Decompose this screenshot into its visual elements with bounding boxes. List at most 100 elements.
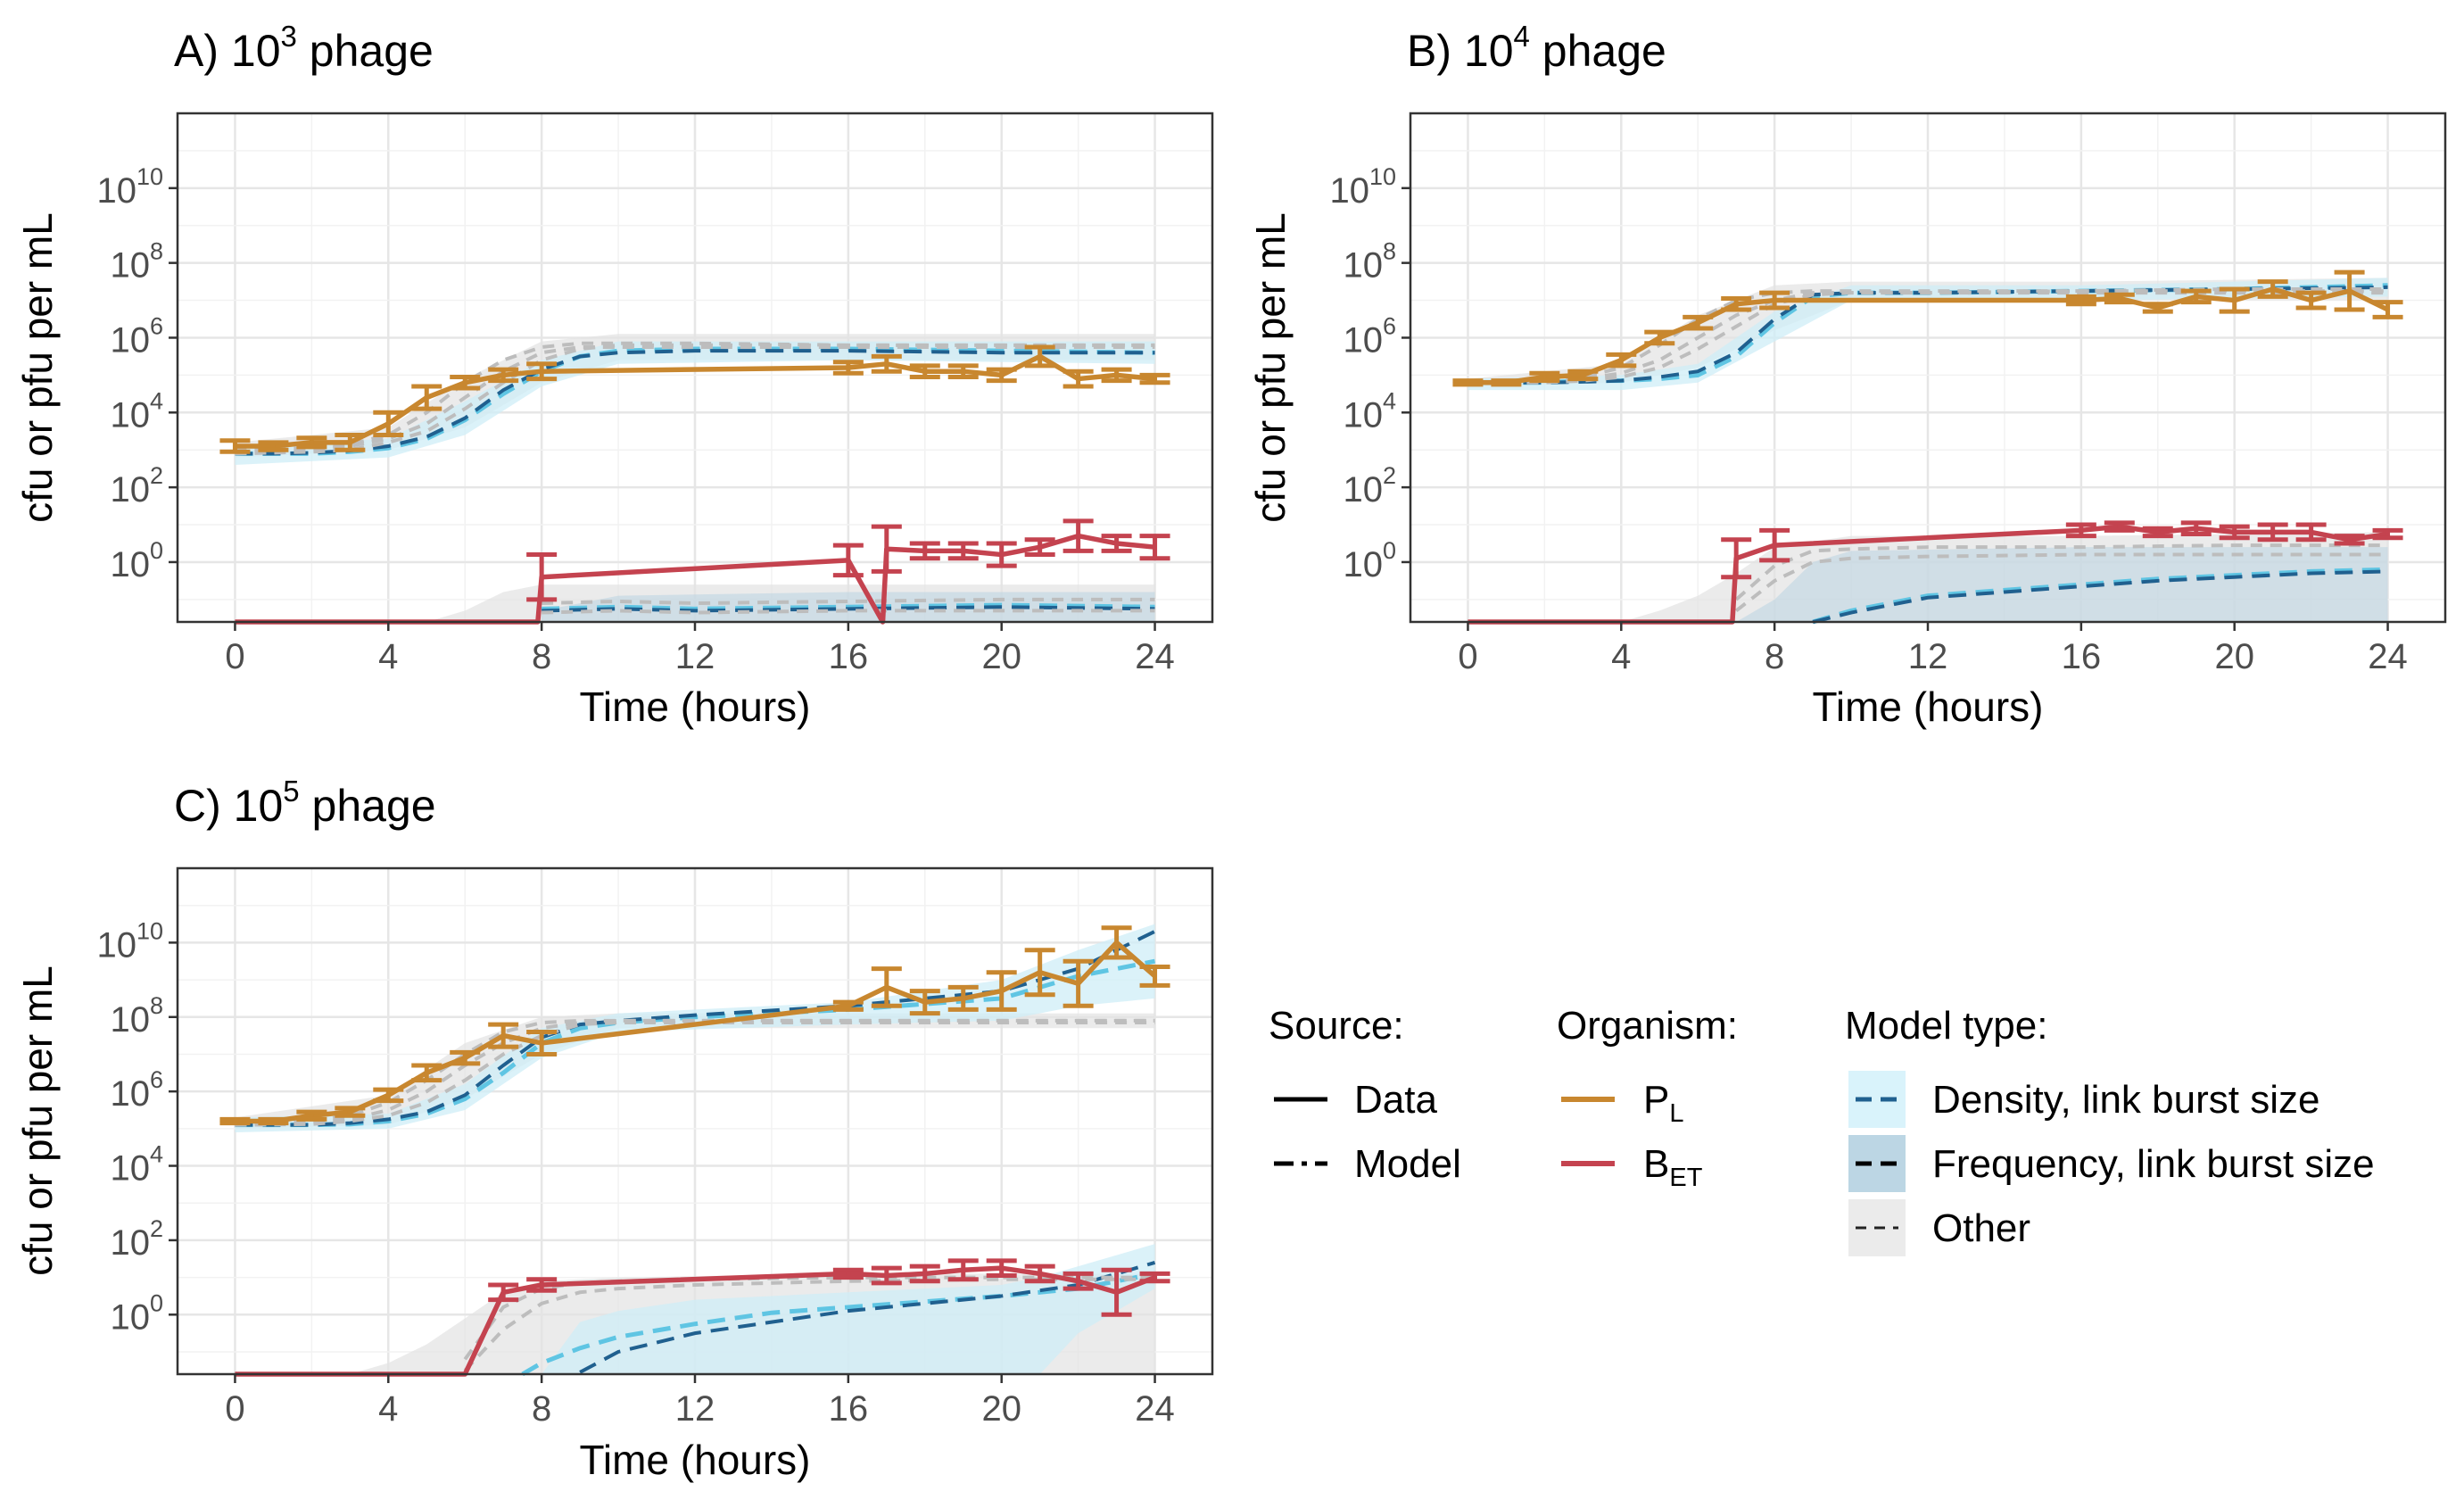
panel-b-x-tick-label: 12	[1908, 637, 1948, 676]
panel-b-errorbar-PL	[1683, 314, 1714, 331]
panel-a-errorbar-BET	[947, 541, 979, 561]
panel-b-errorbar-PL	[2142, 302, 2173, 314]
panel-b-errorbar-PL	[1491, 378, 1522, 387]
panel-a-y-tick-label: 104	[110, 387, 163, 435]
panel-a-data-line-PL	[235, 353, 1155, 449]
panel-a-y-tick-label: 106	[110, 312, 163, 360]
panel-a-x-tick-label: 12	[675, 637, 715, 676]
panel-b-errorbar-PL	[1721, 295, 1752, 312]
panel-b-errorbar-BET	[2104, 520, 2135, 533]
legend-model-other: Other	[1932, 1206, 2030, 1250]
legend-organism-pl: PL	[1643, 1078, 1684, 1128]
panel-b-errorbar-BET	[2065, 522, 2096, 539]
panel-c-y-tick-label: 104	[110, 1141, 163, 1189]
legend-model-frequency: Frequency, link burst size	[1932, 1142, 2375, 1186]
panel-b-errorbar-PL	[2372, 300, 2403, 319]
panel-c-errorbar-PL	[1024, 948, 1055, 998]
panel-a-errorbar-PL	[1024, 344, 1055, 369]
panel-b-model-line-3-0	[1812, 569, 2388, 624]
panel-c-model-line-1-0	[235, 930, 1156, 1127]
panel-c-y-tick-label: 106	[110, 1066, 163, 1114]
panel-b-x-tick-label: 0	[1458, 637, 1477, 676]
panel-a-errorbar-PL	[1101, 367, 1132, 384]
panel-a-x-tick-label: 24	[1135, 637, 1175, 676]
panel-a-x-tick-label: 20	[981, 637, 1021, 676]
panel-b-errorbar-PL	[2295, 290, 2327, 311]
panel-c-x-tick-label: 0	[225, 1389, 244, 1429]
legend-model-type-title: Model type:	[1845, 1004, 2047, 1048]
panel-b-x-tick-label: 24	[2368, 637, 2408, 676]
panel-a-y-ticks: 100 102 104 106 108 1010	[96, 163, 178, 584]
panel-a-y-axis-label: cfu or pfu per mL	[14, 212, 61, 523]
panel-b-model-line-2-0	[1812, 567, 2388, 625]
panel-a-errorbar-BET	[1139, 534, 1170, 561]
panel-b-errorbar-BET	[2295, 522, 2327, 543]
panel-a-errorbar-PL	[832, 360, 864, 376]
panel-a-data-series	[219, 344, 1170, 625]
panel-c-errorbar-PL	[1062, 958, 1094, 1008]
panel-a-y-tick-label: 100	[110, 537, 163, 584]
panel-c-errorbar-PL	[526, 1029, 558, 1056]
panel-b-model-line-5-1	[1734, 552, 2388, 613]
panel-c-errorbar-BET	[947, 1258, 979, 1282]
legend-source-data: Data	[1354, 1078, 1437, 1122]
panel-c-x-tick-label: 24	[1135, 1389, 1175, 1429]
panel-c-errorbar-BET	[832, 1267, 864, 1280]
panel-c-errorbar-PL	[219, 1116, 251, 1126]
panel-c: C) 105 phage 0 4 8 12 16 20 24 100 102 104 106 108…	[14, 775, 1214, 1483]
panel-a-x-tick-label: 16	[829, 637, 869, 676]
panel-b-data-line-PL	[1468, 286, 2389, 385]
panel-c-y-tick-label: 108	[110, 992, 163, 1040]
panel-a: A) 103 phage 0 4 8 12 16 20 24 100 102 104 106 108…	[14, 20, 1214, 730]
panel-c-y-tick-label: 102	[110, 1215, 163, 1263]
panel-c-title: C) 105 phage	[174, 775, 436, 831]
panel-c-errorbar-BET	[986, 1258, 1017, 1279]
panel-b-y-axis-label: cfu or pfu per mL	[1247, 212, 1294, 523]
panel-a-model-line-3-0	[542, 605, 1155, 613]
panel-b-x-tick-label: 8	[1765, 637, 1784, 676]
panel-b-y-tick-label: 1010	[1329, 163, 1396, 211]
panel-a-errorbar-PL	[219, 438, 251, 454]
legend-source-model: Model	[1354, 1142, 1461, 1186]
panel-c-y-tick-label: 100	[110, 1289, 163, 1337]
panel-a-y-tick-label: 108	[110, 238, 163, 286]
panel-c-errorbar-PL	[871, 966, 902, 1008]
panel-a-model-line-2-0	[542, 602, 1155, 611]
panel-a-x-tick-label: 8	[532, 637, 551, 676]
panel-b-errorbar-PL	[1644, 329, 1675, 346]
panel-a-errorbar-BET	[832, 543, 864, 578]
panel-b-errorbar-BET	[1721, 537, 1752, 580]
panel-b-y-tick-label: 108	[1343, 238, 1396, 286]
panel-c-errorbar-PL	[488, 1022, 519, 1049]
panel-c-errorbar-BET	[1062, 1271, 1094, 1291]
panel-c-errorbar-PL	[258, 1116, 289, 1126]
panel-b-errorbar-BET	[2142, 526, 2173, 539]
panel-b-errorbar-PL	[1606, 352, 1637, 369]
legend-organism-bet: BET	[1643, 1142, 1703, 1192]
panel-b-data-series	[1452, 269, 2403, 625]
panel-c-model-line-4-2	[235, 1021, 1155, 1127]
panel-c-errorbar-PL	[411, 1063, 442, 1083]
panel-a-errorbar-PL	[411, 384, 442, 411]
panel-c-errorbar-BET	[1139, 1271, 1170, 1284]
panel-c-y-axis-label: cfu or pfu per mL	[14, 965, 61, 1276]
panel-c-errorbar-BET	[526, 1277, 558, 1293]
panel-c-errorbar-BET	[909, 1264, 940, 1284]
panel-a-errorbar-BET	[526, 552, 558, 602]
panel-c-errorbar-PL	[832, 999, 864, 1012]
panel-a-title: A) 103 phage	[174, 20, 434, 76]
panel-a-model-line-5-1	[542, 609, 1155, 615]
panel-a-errorbar-PL	[526, 361, 558, 382]
legend-model-density: Density, link burst size	[1932, 1078, 2319, 1122]
panel-b-errorbar-PL	[2065, 294, 2096, 307]
panel-a-x-tick-label: 0	[225, 637, 244, 676]
panel-a-errorbar-BET	[871, 524, 902, 574]
panel-b-errorbar-PL	[1759, 290, 1790, 311]
panel-a-errorbar-PL	[1139, 372, 1170, 385]
panel-c-data-line-BET	[235, 1265, 1156, 1377]
panel-a-errorbar-PL	[909, 363, 940, 379]
panel-a-model-lines	[235, 341, 1155, 615]
panel-c-errorbar-PL	[1101, 925, 1132, 960]
panel-b-y-tick-label: 104	[1343, 387, 1396, 435]
panel-c-y-tick-label: 1010	[96, 917, 163, 965]
